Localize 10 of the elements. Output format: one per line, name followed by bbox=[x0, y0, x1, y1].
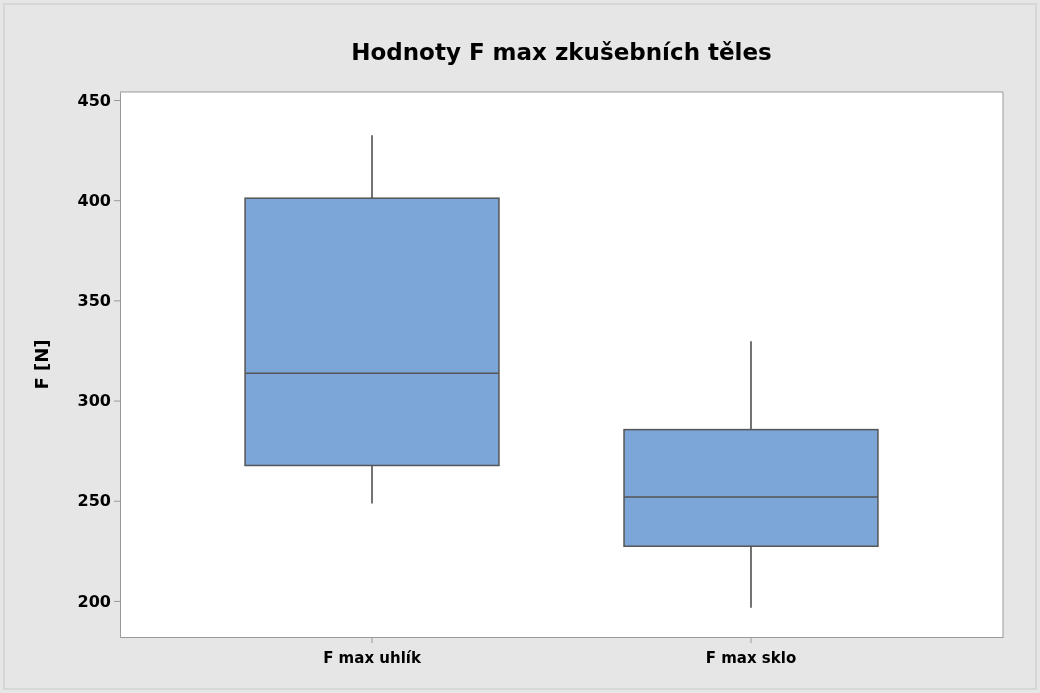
y-tick-label: 250 bbox=[77, 491, 111, 511]
x-tick-label: F max sklo bbox=[705, 648, 797, 667]
y-tick-label: 350 bbox=[77, 291, 111, 310]
y-tick-label: 400 bbox=[77, 190, 111, 210]
y-tick-label: 450 bbox=[77, 90, 111, 110]
y-tick-label: 300 bbox=[77, 391, 111, 411]
x-tick-label: F max uhlík bbox=[323, 648, 422, 667]
y-axis-title: F [N] bbox=[31, 339, 52, 390]
chart-title: Hodnoty F max zkušebních těles bbox=[351, 39, 772, 65]
y-tick-label: 200 bbox=[77, 591, 111, 611]
